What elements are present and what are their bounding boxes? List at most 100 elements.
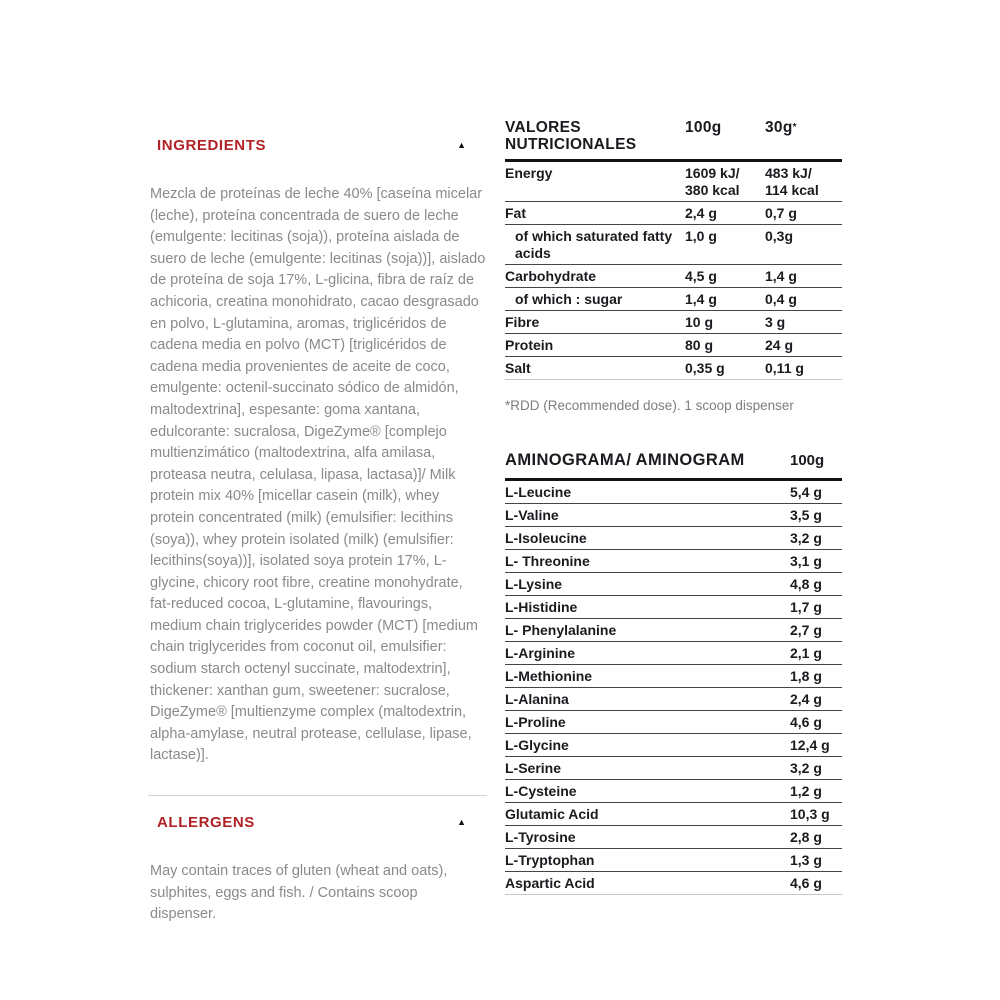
aminogram-header-row: AMINOGRAMA/ AMINOGRAM 100g bbox=[505, 451, 842, 481]
allergens-title: ALLERGENS bbox=[157, 814, 255, 832]
amino-acid-value: 4,6 g bbox=[790, 710, 842, 734]
ingredients-title: INGREDIENTS bbox=[157, 137, 267, 154]
amino-acid-value: 2,4 g bbox=[790, 687, 842, 711]
nutrition-table-row: Carbohydrate 4,5 g 1,4 g bbox=[505, 264, 842, 288]
value-per-100g: 2,4 g bbox=[685, 201, 765, 225]
amino-acid-value: 1,8 g bbox=[790, 664, 842, 688]
column-header-30g: 30g* bbox=[765, 119, 842, 162]
aminogram-table-row: L-Lysine 4,8 g bbox=[505, 572, 842, 596]
ingredients-accordion-header[interactable]: INGREDIENTS ▲ bbox=[148, 131, 487, 160]
value-per-100g: 10 g bbox=[685, 310, 765, 334]
nutrition-table-row: Energy 1609 kJ/380 kcal 483 kJ/114 kcal bbox=[505, 160, 842, 202]
amino-acid-value: 3,2 g bbox=[790, 756, 842, 780]
amino-acid-value: 3,2 g bbox=[790, 526, 842, 550]
amino-acid-value: 10,3 g bbox=[790, 802, 842, 826]
aminogram-table-row: L-Leucine 5,4 g bbox=[505, 479, 842, 504]
nutrient-label: Protein bbox=[505, 333, 685, 357]
value-per-100g: 1,4 g bbox=[685, 287, 765, 311]
value-per-100g: 1609 kJ/380 kcal bbox=[685, 160, 765, 202]
nutrient-label: Fibre bbox=[505, 310, 685, 334]
amino-acid-label: L-Histidine bbox=[505, 595, 790, 619]
nutrition-panel: VALORES NUTRICIONALES 100g 30g* Energy 1… bbox=[505, 119, 842, 895]
ingredients-allergens-panel: INGREDIENTS ▲ Mezcla de proteínas de lec… bbox=[148, 131, 487, 926]
rdd-note: *RDD (Recommended dose). 1 scoop dispens… bbox=[505, 398, 794, 413]
amino-acid-label: Aspartic Acid bbox=[505, 871, 790, 895]
nutrient-label: Carbohydrate bbox=[505, 264, 685, 288]
aminogram-table-row: Aspartic Acid 4,6 g bbox=[505, 871, 842, 895]
nutrient-label: of which saturated fatty acids bbox=[505, 224, 685, 265]
amino-acid-label: L-Leucine bbox=[505, 479, 790, 504]
aminogram-table-row: L-Proline 4,6 g bbox=[505, 710, 842, 734]
value-per-30g: 0,3g bbox=[765, 224, 842, 265]
amino-acid-value: 12,4 g bbox=[790, 733, 842, 757]
aminogram-table-row: Glutamic Acid 10,3 g bbox=[505, 802, 842, 826]
aminogram-table-row: L-Histidine 1,7 g bbox=[505, 595, 842, 619]
column-header-100g: 100g bbox=[790, 451, 842, 481]
amino-acid-label: L-Serine bbox=[505, 756, 790, 780]
amino-acid-value: 5,4 g bbox=[790, 479, 842, 504]
chevron-up-icon[interactable]: ▲ bbox=[457, 817, 466, 828]
nutrient-label: of which : sugar bbox=[505, 287, 685, 311]
amino-acid-label: L-Glycine bbox=[505, 733, 790, 757]
nutrient-label: Fat bbox=[505, 201, 685, 225]
value-per-30g: 0,4 g bbox=[765, 287, 842, 311]
rdd-asterisk: * bbox=[792, 122, 797, 133]
value-per-30g: 3 g bbox=[765, 310, 842, 334]
nutrition-table-row: Fat 2,4 g 0,7 g bbox=[505, 201, 842, 225]
aminogram-table-row: L-Tryptophan 1,3 g bbox=[505, 848, 842, 872]
value-per-30g: 24 g bbox=[765, 333, 842, 357]
value-per-30g: 1,4 g bbox=[765, 264, 842, 288]
amino-acid-label: L- Phenylalanine bbox=[505, 618, 790, 642]
amino-acid-value: 2,1 g bbox=[790, 641, 842, 665]
value-per-30g: 483 kJ/114 kcal bbox=[765, 160, 842, 202]
aminogram-table-row: L-Isoleucine 3,2 g bbox=[505, 526, 842, 550]
nutrition-table-row: Fibre 10 g 3 g bbox=[505, 310, 842, 334]
amino-acid-label: L-Tyrosine bbox=[505, 825, 790, 849]
aminogram-table-row: L-Glycine 12,4 g bbox=[505, 733, 842, 757]
amino-acid-label: L-Valine bbox=[505, 503, 790, 527]
nutrition-table-row: of which : sugar 1,4 g 0,4 g bbox=[505, 287, 842, 311]
column-header-100g: 100g bbox=[685, 119, 765, 162]
aminogram-table-row: L-Tyrosine 2,8 g bbox=[505, 825, 842, 849]
aminogram-table-row: L-Arginine 2,1 g bbox=[505, 641, 842, 665]
amino-acid-label: Glutamic Acid bbox=[505, 802, 790, 826]
allergens-accordion-header[interactable]: ALLERGENS ▲ bbox=[148, 808, 487, 837]
amino-acid-value: 2,8 g bbox=[790, 825, 842, 849]
aminogram-table-row: L-Valine 3,5 g bbox=[505, 503, 842, 527]
aminogram-table-row: L-Methionine 1,8 g bbox=[505, 664, 842, 688]
value-per-100g: 0,35 g bbox=[685, 356, 765, 380]
aminogram-table-title: AMINOGRAMA/ AMINOGRAM bbox=[505, 451, 790, 481]
nutrient-label: Salt bbox=[505, 356, 685, 380]
nutrient-label: Energy bbox=[505, 160, 685, 202]
amino-acid-label: L-Isoleucine bbox=[505, 526, 790, 550]
ingredients-text: Mezcla de proteínas de leche 40% [caseín… bbox=[150, 186, 486, 764]
amino-acid-value: 1,3 g bbox=[790, 848, 842, 872]
value-per-100g: 1,0 g bbox=[685, 224, 765, 265]
amino-acid-label: L-Lysine bbox=[505, 572, 790, 596]
aminogram-table: AMINOGRAMA/ AMINOGRAM 100g L-Leucine 5,4… bbox=[505, 451, 842, 895]
amino-acid-label: L-Proline bbox=[505, 710, 790, 734]
amino-acid-label: L-Arginine bbox=[505, 641, 790, 665]
value-per-30g: 0,11 g bbox=[765, 356, 842, 380]
aminogram-table-row: L-Serine 3,2 g bbox=[505, 756, 842, 780]
amino-acid-value: 3,5 g bbox=[790, 503, 842, 527]
aminogram-table-row: L- Phenylalanine 2,7 g bbox=[505, 618, 842, 642]
aminogram-table-row: L-Cysteine 1,2 g bbox=[505, 779, 842, 803]
amino-acid-value: 4,8 g bbox=[790, 572, 842, 596]
amino-acid-value: 4,6 g bbox=[790, 871, 842, 895]
amino-acid-label: L- Threonine bbox=[505, 549, 790, 573]
nutritional-values-table: VALORES NUTRICIONALES 100g 30g* Energy 1… bbox=[505, 119, 842, 380]
amino-acid-label: L-Tryptophan bbox=[505, 848, 790, 872]
aminogram-table-row: L-Alanina 2,4 g bbox=[505, 687, 842, 711]
amino-acid-value: 2,7 g bbox=[790, 618, 842, 642]
value-per-30g: 0,7 g bbox=[765, 201, 842, 225]
section-divider bbox=[148, 795, 487, 797]
nutrition-table-row: Protein 80 g 24 g bbox=[505, 333, 842, 357]
value-per-100g: 4,5 g bbox=[685, 264, 765, 288]
chevron-up-icon[interactable]: ▲ bbox=[457, 140, 466, 150]
value-per-100g: 80 g bbox=[685, 333, 765, 357]
allergens-text: May contain traces of gluten (wheat and … bbox=[150, 863, 448, 923]
amino-acid-label: L-Methionine bbox=[505, 664, 790, 688]
aminogram-table-row: L- Threonine 3,1 g bbox=[505, 549, 842, 573]
